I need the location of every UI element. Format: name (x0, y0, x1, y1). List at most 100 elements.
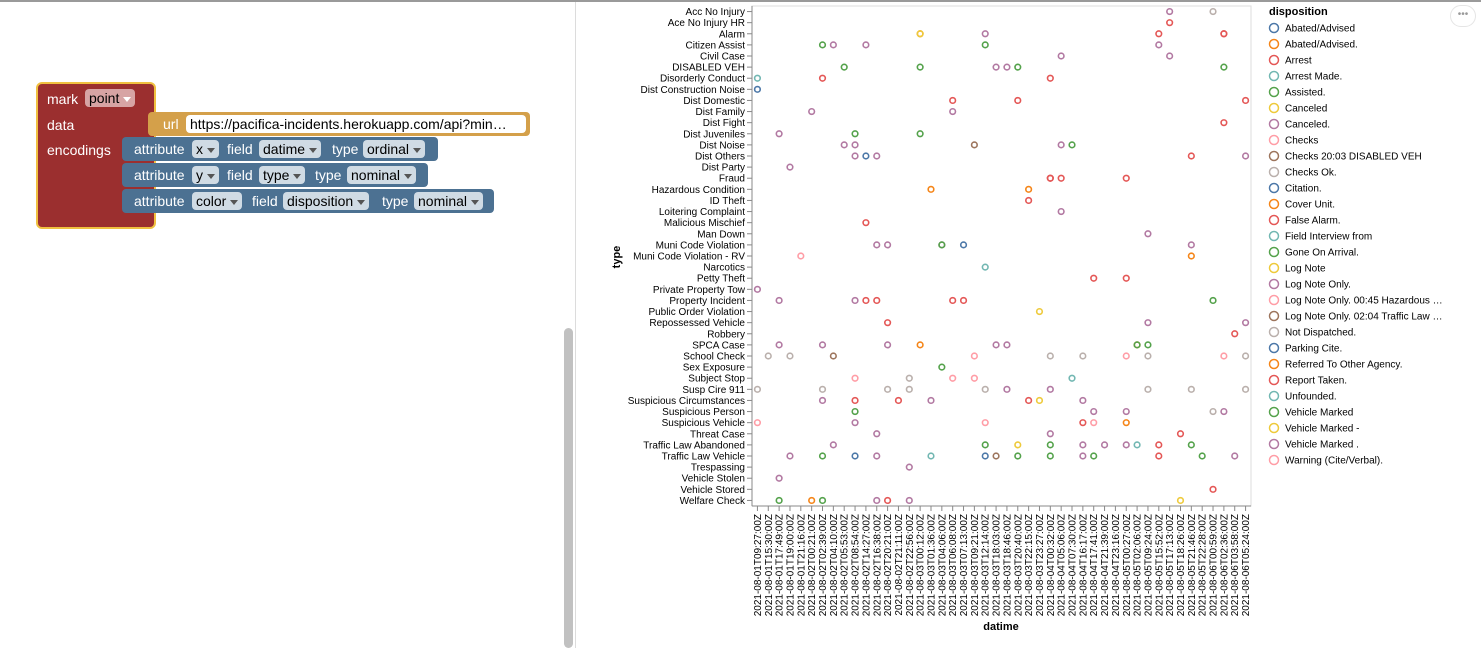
url-input[interactable]: https://pacifica-incidents.herokuapp.com… (186, 115, 526, 133)
data-point[interactable] (1079, 419, 1087, 427)
data-point[interactable] (970, 374, 978, 382)
data-point[interactable] (1046, 385, 1054, 393)
data-point[interactable] (1122, 419, 1130, 427)
data-point[interactable] (1122, 407, 1130, 416)
encoding-color-attr-dropdown[interactable]: color (192, 192, 243, 210)
data-point[interactable] (818, 74, 827, 82)
data-point[interactable] (1090, 452, 1098, 460)
data-point[interactable] (1122, 441, 1130, 449)
data-point[interactable] (1003, 385, 1011, 393)
data-point[interactable] (1046, 352, 1054, 360)
data-point[interactable] (1241, 152, 1250, 160)
data-point[interactable] (1144, 352, 1152, 360)
data-point[interactable] (1014, 63, 1022, 71)
data-point[interactable] (1187, 252, 1195, 260)
data-point[interactable] (1025, 185, 1033, 193)
encoding-color-field-dropdown[interactable]: disposition (283, 192, 370, 210)
data-point[interactable] (818, 341, 827, 349)
data-point[interactable] (1144, 230, 1152, 238)
data-point[interactable] (862, 219, 870, 227)
data-point[interactable] (1220, 407, 1228, 416)
data-point[interactable] (1035, 396, 1044, 405)
data-point[interactable] (1241, 319, 1250, 327)
data-point[interactable] (873, 452, 881, 460)
data-point[interactable] (992, 63, 1000, 71)
data-point[interactable] (1176, 430, 1185, 438)
data-point[interactable] (851, 407, 859, 416)
data-point[interactable] (1068, 374, 1076, 382)
data-point[interactable] (851, 141, 859, 149)
data-point[interactable] (905, 463, 913, 471)
data-point[interactable] (1133, 441, 1141, 449)
data-point[interactable] (1220, 119, 1228, 127)
data-point[interactable] (851, 296, 859, 305)
data-point[interactable] (883, 496, 892, 505)
data-point[interactable] (1100, 441, 1109, 449)
data-point[interactable] (1166, 19, 1174, 27)
data-point[interactable] (949, 374, 957, 382)
data-point[interactable] (992, 452, 1000, 460)
data-point[interactable] (1209, 407, 1217, 416)
data-point[interactable] (840, 63, 848, 71)
data-point[interactable] (1144, 341, 1152, 349)
data-point[interactable] (981, 30, 989, 38)
data-point[interactable] (753, 285, 762, 293)
data-point[interactable] (927, 452, 935, 460)
data-point[interactable] (883, 341, 892, 349)
data-point[interactable] (1187, 385, 1195, 393)
data-point[interactable] (851, 396, 859, 405)
data-point[interactable] (829, 41, 837, 49)
data-point[interactable] (862, 296, 870, 305)
data-point[interactable] (1014, 441, 1022, 449)
data-point[interactable] (1231, 330, 1239, 338)
data-point[interactable] (981, 385, 989, 393)
data-point[interactable] (959, 241, 968, 249)
data-point[interactable] (1133, 341, 1141, 349)
encoding-y-field-dropdown[interactable]: type (259, 166, 306, 184)
data-point[interactable] (1090, 274, 1098, 282)
data-point[interactable] (786, 163, 794, 171)
data-point[interactable] (753, 85, 762, 93)
data-point[interactable] (1155, 41, 1163, 49)
data-point[interactable] (1231, 452, 1239, 460)
data-point[interactable] (1025, 396, 1033, 405)
mark-type-dropdown[interactable]: point (85, 89, 136, 107)
data-point[interactable] (905, 496, 913, 505)
data-point[interactable] (1122, 274, 1130, 282)
data-point[interactable] (873, 152, 881, 160)
data-point[interactable] (1046, 452, 1054, 460)
data-point[interactable] (1014, 96, 1022, 105)
data-point[interactable] (981, 441, 989, 449)
data-point[interactable] (1035, 307, 1044, 316)
data-point[interactable] (818, 496, 827, 505)
data-point[interactable] (818, 396, 827, 405)
data-point[interactable] (1057, 174, 1065, 182)
data-point[interactable] (916, 341, 924, 349)
data-point[interactable] (1220, 30, 1228, 38)
data-point[interactable] (775, 130, 783, 138)
data-point[interactable] (1003, 63, 1011, 71)
data-point[interactable] (916, 63, 924, 71)
data-point[interactable] (1176, 496, 1185, 505)
data-point[interactable] (829, 441, 837, 449)
data-point[interactable] (1144, 319, 1152, 327)
data-point[interactable] (753, 385, 762, 393)
data-point[interactable] (949, 107, 957, 116)
data-point[interactable] (1166, 7, 1174, 16)
data-point[interactable] (1057, 207, 1065, 216)
data-point[interactable] (992, 341, 1000, 349)
data-point[interactable] (1079, 441, 1087, 449)
data-point[interactable] (1155, 30, 1163, 38)
data-point[interactable] (938, 363, 946, 371)
data-point[interactable] (851, 452, 859, 460)
data-point[interactable] (851, 130, 859, 138)
data-point[interactable] (1079, 396, 1087, 405)
data-point[interactable] (1144, 385, 1152, 393)
data-point[interactable] (873, 430, 881, 438)
data-point[interactable] (905, 374, 913, 382)
data-point[interactable] (775, 341, 783, 349)
encoding-x-attr-dropdown[interactable]: x (192, 140, 219, 158)
data-point[interactable] (959, 296, 968, 305)
data-point[interactable] (1046, 441, 1054, 449)
data-point[interactable] (1187, 152, 1195, 160)
